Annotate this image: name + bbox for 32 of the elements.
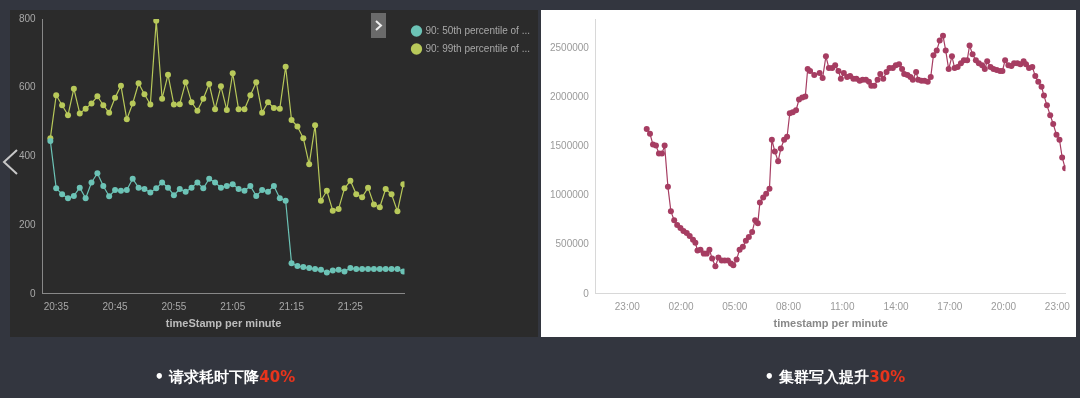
text: • 请求耗时下降40% — [154, 368, 296, 387]
x-tick-label: 11:00 — [830, 300, 855, 312]
x-tick-label: 05:00 — [722, 300, 748, 312]
x-tick-label: 20:55 — [161, 300, 187, 312]
y-tick-label: 0 — [583, 287, 590, 299]
x-tick-label: 20:00 — [991, 300, 1017, 312]
legend-label: 90: 50th percentile of ... — [425, 24, 531, 36]
x-tick-label: 08:00 — [776, 300, 802, 312]
x-tick-label: 21:15 — [279, 300, 305, 312]
y-tick-label: 500000 — [555, 238, 590, 250]
x-tick-label: 02:00 — [668, 300, 694, 312]
x-axis-title: timestamp per minute — [773, 317, 888, 330]
y-tick-label: 1000000 — [549, 189, 590, 201]
y-tick-label: 200 — [19, 218, 37, 230]
x-tick-label: 21:25 — [337, 300, 364, 312]
y-tick-label: 2500000 — [549, 42, 590, 54]
text: • 集群写入提升30% — [764, 368, 906, 387]
y-tick-label: 2000000 — [549, 91, 590, 103]
x-tick-label: 17:00 — [937, 300, 963, 312]
x-tick-label: 20:45 — [102, 300, 128, 312]
x-tick-label: 14:00 — [883, 300, 910, 312]
x-tick-label: 23:00 — [1044, 300, 1071, 312]
y-tick-label: 800 — [19, 12, 37, 24]
x-tick-label: 21:05 — [220, 300, 246, 312]
legend-label: 90: 99th percentile of ... — [425, 42, 531, 54]
y-tick-label: 0 — [30, 287, 37, 299]
y-tick-label: 1500000 — [549, 140, 590, 152]
x-axis-title: timeStamp per minute — [165, 317, 282, 330]
x-tick-label: 20:35 — [43, 300, 70, 312]
y-tick-label: 600 — [19, 81, 37, 93]
y-tick-label: 400 — [19, 150, 37, 162]
x-tick-label: 23:00 — [614, 300, 641, 312]
